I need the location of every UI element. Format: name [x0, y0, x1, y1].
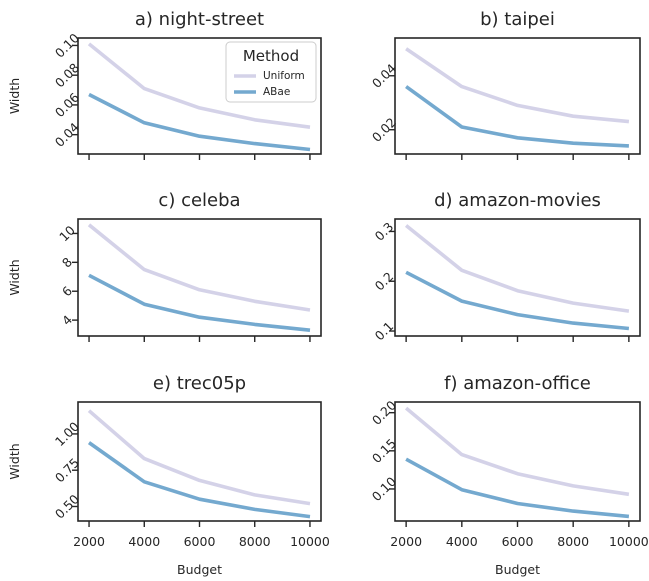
s3-series-line-abae — [88, 273, 311, 332]
s3-title: c) celeba — [158, 190, 240, 211]
s1-series-line-uniform — [87, 42, 311, 129]
legend-label-uniform: Uniform — [263, 70, 305, 82]
s6-xtick-label: 2000 — [390, 534, 422, 549]
s5-xtick-label: 8000 — [239, 534, 271, 549]
s2-title: b) taipei — [480, 9, 555, 30]
s5-series-line-uniform — [87, 409, 311, 506]
s1-title: a) night-street — [135, 9, 264, 30]
s6-xtick-label: 10000 — [609, 534, 649, 549]
s5-ylabel: Width — [7, 443, 22, 479]
s6-title: f) amazon-office — [444, 373, 591, 394]
s4-series-line-uniform — [404, 224, 630, 313]
s4-ytick-label: 0.2 — [372, 269, 397, 294]
s2-series-line-abae — [405, 85, 629, 148]
s6-series-line-abae — [405, 457, 630, 519]
s1-ylabel: Width — [7, 78, 22, 114]
s5-xtick-label: 4000 — [128, 534, 160, 549]
s1-series-line-abae — [88, 92, 311, 152]
s6-xtick-label: 4000 — [446, 534, 478, 549]
s6-xtick-label: 8000 — [557, 534, 589, 549]
legend-box — [225, 41, 317, 103]
s5-xlabel: Budget — [177, 562, 222, 577]
s5-xtick-label: 2000 — [73, 534, 105, 549]
legend-label-abae: ABae — [263, 86, 290, 98]
s4-ytick-label: 0.3 — [372, 219, 397, 244]
s3-ytick-label: 10 — [56, 222, 78, 244]
s6-xtick-label: 6000 — [502, 534, 534, 549]
s6-xlabel: Budget — [495, 562, 540, 577]
s5-title: e) trec05p — [153, 373, 246, 394]
s4-plot-frame — [394, 218, 641, 337]
s4-title: d) amazon-movies — [434, 190, 601, 211]
s2-series-line-uniform — [405, 47, 630, 124]
s5-series-line-abae — [87, 441, 311, 519]
s4-ytick-label: 0.1 — [372, 319, 397, 344]
s4-series-line-abae — [405, 270, 630, 331]
s3-ylabel: Width — [7, 259, 22, 295]
s3-series-line-uniform — [87, 223, 311, 312]
s5-xtick-label: 6000 — [184, 534, 216, 549]
s6-series-line-uniform — [404, 406, 630, 497]
s5-xtick-label: 10000 — [290, 534, 330, 549]
legend-title: Method — [243, 47, 299, 65]
